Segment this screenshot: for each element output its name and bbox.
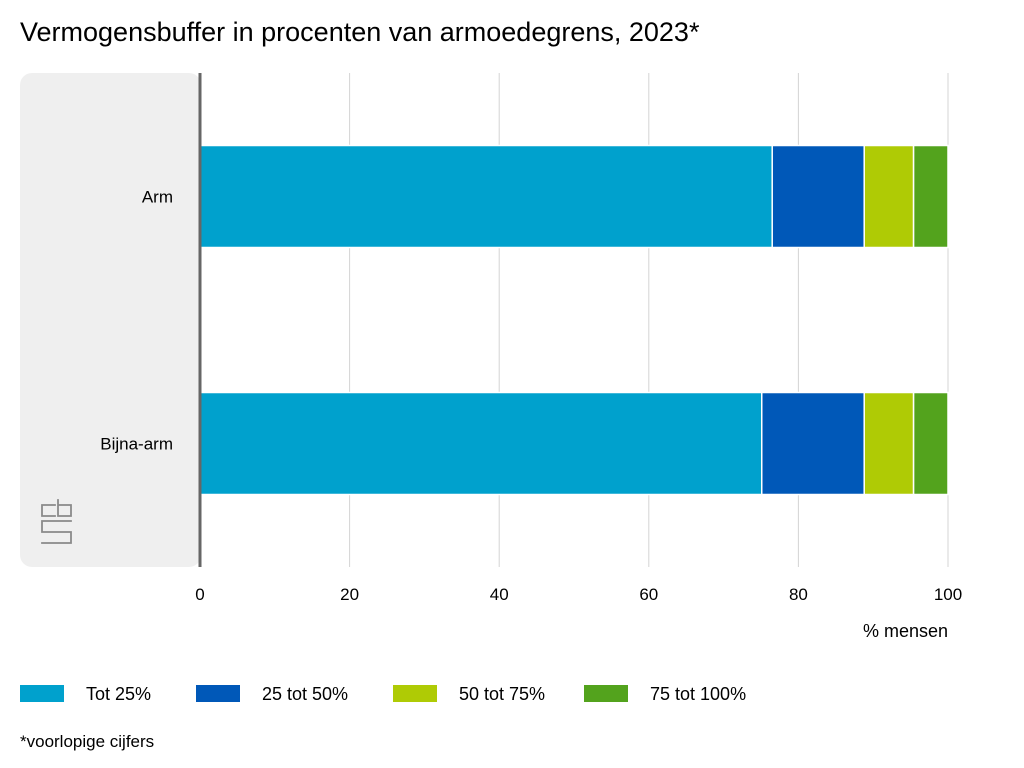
x-tick-label-100: 100 xyxy=(934,585,962,604)
bar-bijna-arm-series-1 xyxy=(760,391,865,496)
legend-label-1: 25 tot 50% xyxy=(262,684,349,704)
bar-arm-series-3 xyxy=(912,144,949,249)
x-tick-labels: 0 20 40 60 80 100 xyxy=(195,585,962,604)
bar-bijna-arm-series-3 xyxy=(912,391,949,496)
legend-swatch-2 xyxy=(393,685,437,702)
x-tick-label-60: 60 xyxy=(639,585,658,604)
bars xyxy=(199,144,949,496)
x-axis-label: % mensen xyxy=(863,621,948,641)
category-panel xyxy=(20,73,201,567)
bar-bijna-arm-series-2 xyxy=(863,391,915,496)
legend-label-3: 75 tot 100% xyxy=(650,684,747,704)
x-tick-label-20: 20 xyxy=(340,585,359,604)
category-label-arm: Arm xyxy=(142,188,173,207)
legend-swatch-0 xyxy=(20,685,64,702)
category-labels: Arm Bijna-arm xyxy=(100,188,173,454)
bar-arm-series-2 xyxy=(863,144,915,249)
chart-area: Arm Bijna-arm 0 20 40 60 80 100 % mensen xyxy=(20,73,962,641)
legend-swatch-3 xyxy=(584,685,628,702)
x-tick-label-80: 80 xyxy=(789,585,808,604)
x-tick-label-0: 0 xyxy=(195,585,204,604)
bar-arm-series-1 xyxy=(771,144,865,249)
legend-swatch-1 xyxy=(196,685,240,702)
category-label-bijna-arm: Bijna-arm xyxy=(100,435,173,454)
legend-label-2: 50 tot 75% xyxy=(459,684,546,704)
cbs-logo-icon xyxy=(41,499,72,544)
x-tick-label-40: 40 xyxy=(490,585,509,604)
chart-title: Vermogensbuffer in procenten van armoede… xyxy=(20,17,700,47)
bar-arm-series-0 xyxy=(199,144,773,249)
bar-bijna-arm-series-0 xyxy=(199,391,763,496)
legend-label-0: Tot 25% xyxy=(86,684,152,704)
footnote: *voorlopige cijfers xyxy=(20,732,155,751)
